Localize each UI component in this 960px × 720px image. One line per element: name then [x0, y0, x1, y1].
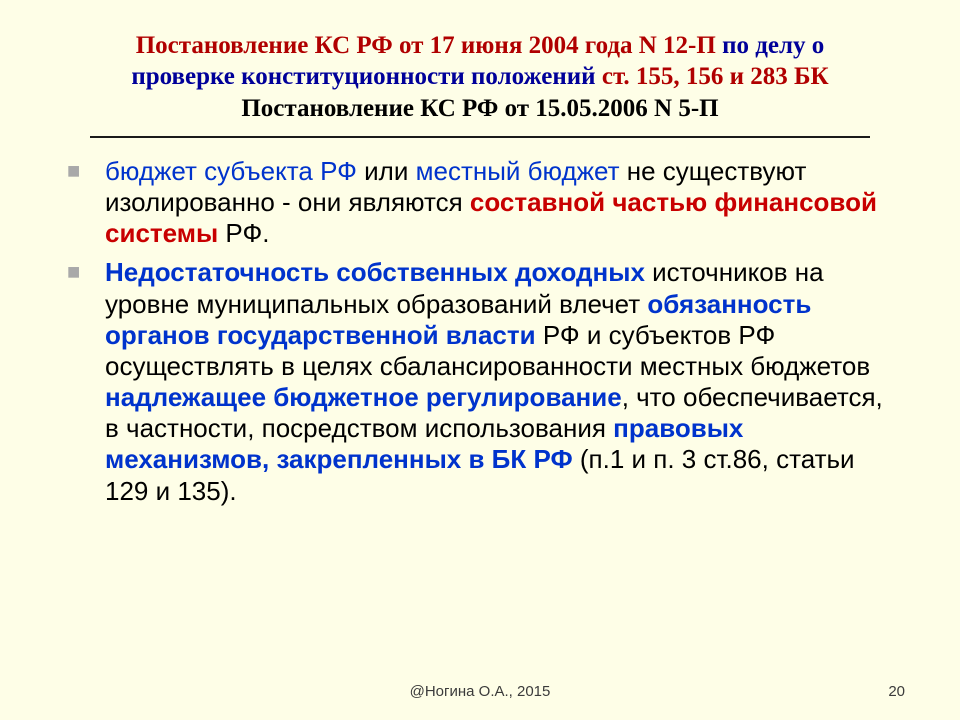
title-part-1: Постановление КС РФ от 17 июня 2004 года… [136, 32, 722, 59]
slide-title: Постановление КС РФ от 17 июня 2004 года… [50, 30, 910, 124]
footer-text: @Ногина О.А., 2015 [0, 683, 960, 700]
title-divider [90, 136, 870, 138]
b1-seg-3: местный бюджет [416, 156, 627, 186]
bullet-list: бюджет субъекта РФ или местный бюджет не… [105, 156, 900, 507]
b1-seg-1: бюджет субъекта РФ [105, 156, 364, 186]
b2-seg-1: Недостаточность собственных доходных [105, 257, 645, 287]
title-part-4: Постановление КС РФ от 15.05.2006 N 5-П [241, 95, 718, 122]
b1-seg-6: РФ. [225, 218, 269, 248]
page-number: 20 [888, 683, 905, 700]
slide-container: Постановление КС РФ от 17 июня 2004 года… [0, 0, 960, 720]
b2-seg-5: надлежащее бюджетное регулирование [105, 382, 622, 412]
b1-seg-2: или [364, 156, 415, 186]
content-area: бюджет субъекта РФ или местный бюджет не… [50, 156, 910, 507]
bullet-item-1: бюджет субъекта РФ или местный бюджет не… [105, 156, 900, 250]
title-part-3: ст. 155, 156 и 283 БК [602, 63, 829, 90]
bullet-item-2: Недостаточность собственных доходных ист… [105, 257, 900, 507]
